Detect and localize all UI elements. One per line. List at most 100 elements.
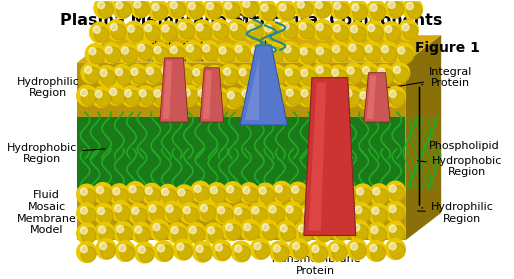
Circle shape bbox=[91, 86, 111, 107]
Circle shape bbox=[231, 241, 251, 262]
Circle shape bbox=[171, 47, 186, 62]
Polygon shape bbox=[245, 50, 261, 120]
Circle shape bbox=[209, 70, 224, 86]
Circle shape bbox=[127, 64, 147, 85]
Circle shape bbox=[225, 2, 232, 9]
Circle shape bbox=[153, 223, 160, 231]
Circle shape bbox=[386, 239, 406, 259]
Circle shape bbox=[334, 26, 349, 41]
Circle shape bbox=[178, 189, 185, 196]
Circle shape bbox=[297, 44, 317, 64]
Circle shape bbox=[266, 26, 281, 41]
Circle shape bbox=[125, 182, 145, 202]
Circle shape bbox=[270, 241, 289, 262]
Circle shape bbox=[193, 241, 212, 262]
Circle shape bbox=[207, 183, 227, 203]
Text: Hydrophobic
Region: Hydrophobic Region bbox=[417, 156, 502, 177]
Circle shape bbox=[163, 26, 178, 41]
Circle shape bbox=[194, 185, 201, 193]
Circle shape bbox=[173, 239, 193, 260]
Circle shape bbox=[345, 40, 365, 61]
Circle shape bbox=[139, 45, 154, 61]
Circle shape bbox=[357, 188, 363, 195]
Circle shape bbox=[231, 204, 251, 224]
Circle shape bbox=[213, 92, 219, 99]
Circle shape bbox=[85, 66, 91, 74]
Circle shape bbox=[81, 246, 96, 262]
Polygon shape bbox=[364, 73, 390, 122]
Circle shape bbox=[251, 47, 259, 54]
Circle shape bbox=[287, 90, 302, 105]
Circle shape bbox=[93, 182, 113, 203]
Circle shape bbox=[205, 66, 225, 86]
Circle shape bbox=[283, 23, 298, 39]
Circle shape bbox=[281, 226, 296, 241]
Circle shape bbox=[366, 46, 381, 62]
Circle shape bbox=[370, 244, 377, 252]
Circle shape bbox=[213, 23, 221, 30]
Circle shape bbox=[351, 25, 358, 33]
Circle shape bbox=[81, 90, 96, 105]
Circle shape bbox=[390, 226, 405, 241]
Circle shape bbox=[309, 189, 324, 205]
Circle shape bbox=[334, 46, 348, 62]
Circle shape bbox=[77, 223, 97, 244]
Circle shape bbox=[338, 204, 345, 211]
Circle shape bbox=[198, 90, 205, 97]
Circle shape bbox=[370, 4, 377, 11]
Circle shape bbox=[301, 90, 308, 97]
Circle shape bbox=[286, 206, 293, 213]
Circle shape bbox=[242, 90, 249, 97]
Circle shape bbox=[259, 187, 266, 194]
Circle shape bbox=[293, 243, 308, 259]
Circle shape bbox=[107, 20, 126, 40]
Circle shape bbox=[119, 244, 126, 252]
Circle shape bbox=[313, 246, 327, 262]
Circle shape bbox=[228, 186, 242, 202]
Circle shape bbox=[287, 206, 302, 222]
Circle shape bbox=[228, 92, 243, 108]
Circle shape bbox=[312, 245, 319, 252]
Circle shape bbox=[389, 90, 396, 98]
Circle shape bbox=[190, 227, 205, 243]
Circle shape bbox=[150, 220, 169, 240]
Circle shape bbox=[204, 45, 218, 61]
Circle shape bbox=[136, 86, 155, 107]
Circle shape bbox=[351, 203, 371, 223]
Text: Fluid
Mosaic
Membrane
Model: Fluid Mosaic Membrane Model bbox=[16, 191, 77, 235]
Circle shape bbox=[327, 85, 346, 106]
Circle shape bbox=[138, 44, 145, 51]
Circle shape bbox=[316, 1, 322, 9]
Circle shape bbox=[110, 88, 117, 95]
Circle shape bbox=[369, 25, 383, 41]
Circle shape bbox=[265, 202, 285, 223]
Circle shape bbox=[187, 45, 202, 61]
Circle shape bbox=[235, 65, 255, 85]
Circle shape bbox=[286, 89, 293, 97]
Circle shape bbox=[357, 189, 372, 204]
Circle shape bbox=[394, 66, 400, 74]
Circle shape bbox=[317, 24, 332, 40]
Circle shape bbox=[253, 86, 273, 107]
Circle shape bbox=[226, 224, 233, 231]
Circle shape bbox=[293, 0, 314, 18]
Circle shape bbox=[353, 4, 368, 20]
Circle shape bbox=[279, 19, 298, 39]
Circle shape bbox=[162, 25, 169, 32]
Circle shape bbox=[243, 91, 258, 106]
Circle shape bbox=[94, 203, 114, 224]
Circle shape bbox=[289, 239, 309, 259]
Circle shape bbox=[398, 48, 413, 63]
Circle shape bbox=[179, 189, 194, 205]
Circle shape bbox=[356, 207, 371, 223]
Circle shape bbox=[381, 22, 401, 42]
Circle shape bbox=[80, 188, 87, 195]
Circle shape bbox=[150, 86, 170, 107]
Circle shape bbox=[331, 244, 338, 251]
Circle shape bbox=[185, 0, 205, 19]
Circle shape bbox=[333, 45, 340, 53]
Circle shape bbox=[106, 47, 121, 63]
Circle shape bbox=[150, 206, 164, 222]
Circle shape bbox=[96, 239, 116, 259]
Text: Hydrophobic
Region: Hydrophobic Region bbox=[7, 143, 105, 164]
